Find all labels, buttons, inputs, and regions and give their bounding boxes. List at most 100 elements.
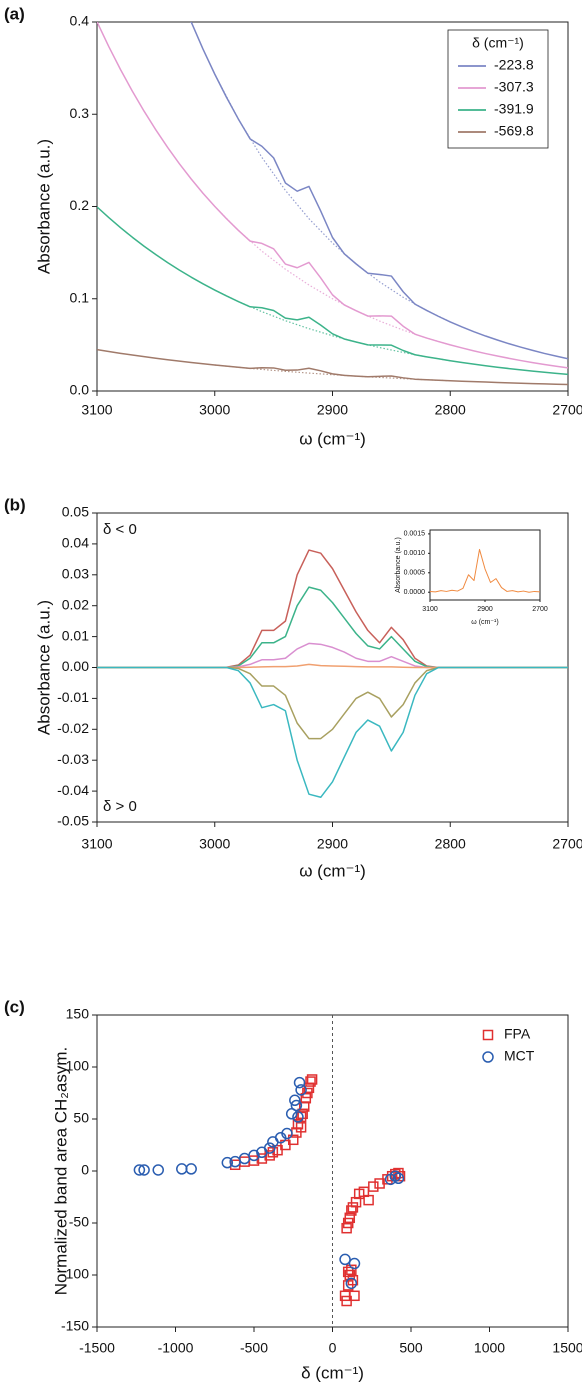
y-tick-label: 0.0005 xyxy=(404,570,426,577)
point xyxy=(295,1122,307,1133)
legend-label: -569.8 xyxy=(494,123,534,139)
point xyxy=(305,1076,316,1087)
point xyxy=(289,1094,301,1107)
data-line xyxy=(97,22,568,369)
y-tick-label: 0.2 xyxy=(70,197,90,213)
point xyxy=(363,1194,374,1206)
point xyxy=(344,1212,356,1224)
x-tick-label: 3100 xyxy=(81,402,112,418)
y-tick-label: 0.01 xyxy=(62,627,89,643)
legend-marker xyxy=(482,1051,494,1063)
y-tick-label: 0.05 xyxy=(62,504,89,520)
panel-label: (b) xyxy=(4,495,26,514)
point xyxy=(345,1277,358,1290)
x-tick-label: 2800 xyxy=(435,836,466,852)
point xyxy=(176,1163,188,1175)
point xyxy=(394,1170,406,1182)
y-tick-label: 100 xyxy=(66,1058,90,1074)
x-tick-label: 0 xyxy=(329,1340,337,1356)
legend-label: FPA xyxy=(504,1026,531,1042)
x-axis-title: δ (cm⁻¹) xyxy=(301,1363,364,1382)
baseline-fit xyxy=(214,364,451,382)
point xyxy=(368,1181,379,1192)
legend-label: -391.9 xyxy=(494,101,534,117)
point xyxy=(292,1111,304,1123)
x-axis-title: ω (cm⁻¹) xyxy=(299,861,366,880)
y-tick-label: -150 xyxy=(61,1318,89,1334)
y-tick-label: 0.0000 xyxy=(404,589,426,596)
point xyxy=(348,1257,361,1270)
annotation: δ > 0 xyxy=(103,798,137,815)
x-tick-label: 3000 xyxy=(199,836,230,852)
data-line xyxy=(190,22,568,360)
x-tick-label: 2900 xyxy=(317,836,348,852)
y-tick-label: -100 xyxy=(61,1266,89,1282)
data-line xyxy=(97,666,568,799)
y-tick-label: 0.03 xyxy=(62,566,89,582)
y-tick-label: 0 xyxy=(81,1162,89,1178)
point xyxy=(281,1127,293,1140)
point xyxy=(221,1156,234,1169)
y-tick-label: 0.3 xyxy=(70,105,90,121)
inset-bg xyxy=(430,530,540,600)
point xyxy=(392,1172,405,1185)
point xyxy=(138,1164,150,1176)
y-axis-title: Absorbance (a.u.) xyxy=(34,600,53,735)
point xyxy=(285,1108,298,1120)
data-line xyxy=(97,666,568,740)
annotation: δ < 0 xyxy=(103,521,137,538)
x-tick-label: 500 xyxy=(399,1340,423,1356)
y-tick-label: -50 xyxy=(69,1214,89,1230)
point xyxy=(185,1163,197,1175)
point xyxy=(346,1264,357,1276)
point xyxy=(290,1099,303,1112)
point xyxy=(393,1167,404,1179)
y-tick-label: 0.00 xyxy=(62,658,89,674)
y-axis-title: Normalized band area CH₂asym. xyxy=(51,1047,70,1295)
x-tick-label: 3000 xyxy=(199,402,230,418)
y-tick-label: -0.04 xyxy=(57,782,89,798)
y-tick-label: 0.0015 xyxy=(404,531,426,538)
y-tick-label: -0.01 xyxy=(57,689,89,705)
point xyxy=(152,1164,164,1176)
point xyxy=(295,1084,307,1096)
legend-label: -307.3 xyxy=(494,79,534,95)
point xyxy=(349,1290,360,1302)
x-tick-label: 1500 xyxy=(552,1340,582,1356)
legend-title: δ (cm⁻¹) xyxy=(472,35,524,51)
point xyxy=(248,1149,260,1162)
y-tick-label: -0.02 xyxy=(57,720,89,736)
data-line xyxy=(430,548,540,593)
data-line xyxy=(97,206,568,376)
point xyxy=(293,1076,306,1089)
y-tick-label: -0.05 xyxy=(57,813,89,829)
legend-label: -223.8 xyxy=(494,57,534,73)
x-tick-label: 2800 xyxy=(435,402,466,418)
legend-label: MCT xyxy=(504,1048,535,1064)
x-tick-label: 3100 xyxy=(81,836,112,852)
y-tick-label: 0.04 xyxy=(62,535,89,551)
x-axis-title: ω (cm⁻¹) xyxy=(471,619,498,626)
point xyxy=(263,1142,276,1154)
y-axis-title: Absorbance (a.u.) xyxy=(34,139,53,274)
y-tick-label: 50 xyxy=(73,1110,89,1126)
y-tick-label: 0.1 xyxy=(70,289,90,305)
data-line xyxy=(97,348,568,386)
x-tick-label: 2700 xyxy=(552,836,582,852)
panel-label: (a) xyxy=(4,4,25,23)
y-tick-label: 150 xyxy=(66,1006,90,1022)
y-tick-label: 0.02 xyxy=(62,596,89,612)
point xyxy=(133,1164,146,1176)
x-tick-label: 2900 xyxy=(317,402,348,418)
x-tick-label: 2700 xyxy=(532,606,548,613)
data-line xyxy=(97,642,568,669)
y-tick-label: 0.4 xyxy=(70,13,90,29)
x-tick-label: -500 xyxy=(240,1340,268,1356)
baseline-fit xyxy=(214,73,451,323)
point xyxy=(339,1253,351,1266)
point xyxy=(306,1074,318,1085)
point xyxy=(288,1134,299,1146)
y-axis-title: Absorbance (a.u.) xyxy=(395,537,402,593)
x-axis-title: ω (cm⁻¹) xyxy=(299,429,366,448)
